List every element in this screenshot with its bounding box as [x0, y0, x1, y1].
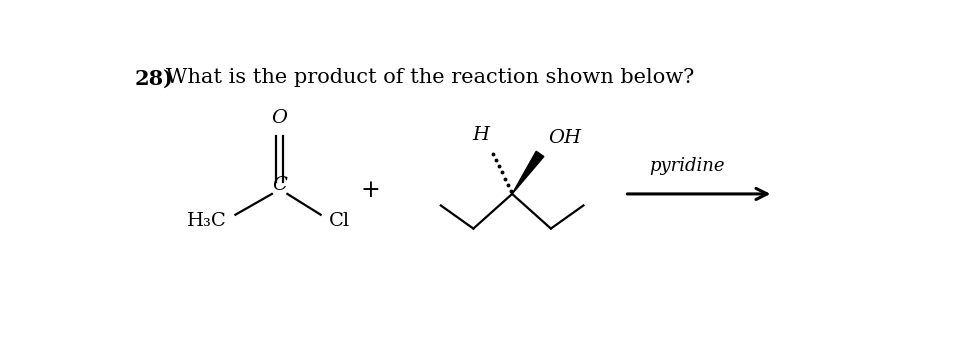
Text: H₃C: H₃C [187, 212, 227, 230]
Text: H: H [472, 126, 490, 144]
Text: +: + [360, 178, 381, 202]
Text: OH: OH [548, 129, 581, 147]
Text: C: C [272, 176, 287, 194]
Text: What is the product of the reaction shown below?: What is the product of the reaction show… [166, 68, 694, 87]
Text: pyridine: pyridine [649, 157, 725, 175]
Text: O: O [271, 109, 288, 127]
Polygon shape [512, 151, 544, 194]
Text: 28): 28) [134, 68, 174, 88]
Text: Cl: Cl [329, 212, 351, 230]
